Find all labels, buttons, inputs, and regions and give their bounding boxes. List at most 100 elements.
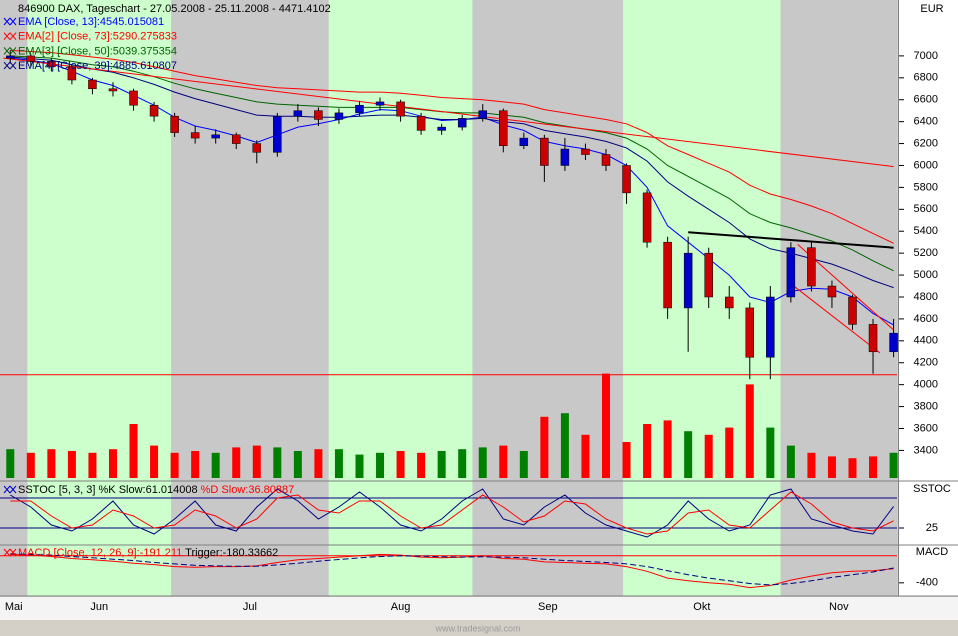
- candle-body: [622, 165, 631, 194]
- y-tick-label: 25: [926, 522, 938, 534]
- y-tick-label: 3800: [914, 400, 938, 412]
- volume-bar: [273, 447, 282, 478]
- volume-bar: [170, 452, 179, 478]
- x-tick-label: Jun: [90, 601, 108, 613]
- candle-body: [889, 332, 898, 353]
- candle-body: [519, 137, 529, 147]
- y-tick-label: 4600: [914, 313, 938, 325]
- candle-body: [786, 247, 796, 298]
- candle-body: [478, 110, 487, 119]
- legend-entry: Trigger:-180.33662: [185, 547, 278, 559]
- candle-body: [314, 110, 323, 120]
- candle-body: [47, 61, 56, 68]
- volume-bar: [889, 452, 898, 478]
- x-tick-label: Mai: [5, 601, 23, 613]
- candle-body: [642, 192, 652, 243]
- volume-bar: [355, 454, 364, 478]
- volume-bar: [334, 449, 343, 478]
- trend-line: [790, 283, 881, 354]
- month-band: [472, 0, 624, 596]
- candle-body: [26, 55, 36, 62]
- value-axis-area: [899, 0, 958, 596]
- currency-label: EUR: [920, 3, 943, 15]
- volume-bar: [704, 434, 713, 478]
- y-tick-label: -400: [916, 577, 938, 589]
- volume-bar: [684, 431, 693, 478]
- month-band: [623, 0, 781, 596]
- candle-body: [273, 115, 282, 153]
- y-tick-label: 4400: [914, 335, 938, 347]
- legend-entry: MACD [Close, 12, 26, 9]:-191.211: [18, 547, 182, 559]
- month-band: [0, 0, 28, 596]
- y-tick-label: 3400: [914, 444, 938, 456]
- volume-bar: [376, 452, 385, 478]
- legend-icon: [3, 47, 17, 55]
- legend-icon: [3, 32, 17, 41]
- x-tick-label: Okt: [693, 601, 710, 613]
- volume-bar: [293, 451, 302, 478]
- legend-entry: %D Slow:36.80887: [201, 484, 295, 496]
- volume-bar: [26, 452, 35, 478]
- legend-entry: EMA [Close, 13]:4545.015081: [18, 16, 164, 28]
- candle-body: [683, 252, 693, 309]
- indicator-line: [10, 488, 895, 538]
- candle-body: [724, 296, 734, 309]
- candle-body: [827, 285, 837, 298]
- volume-bar: [232, 447, 241, 478]
- volume-bar: [643, 424, 652, 478]
- y-tick-label: 7000: [914, 50, 938, 62]
- candle-body: [416, 115, 426, 131]
- candle-body: [766, 296, 775, 358]
- volume-bar: [869, 456, 878, 478]
- ema-line: [10, 49, 894, 244]
- candle-body: [868, 324, 878, 353]
- candle-body: [375, 101, 385, 106]
- x-tick-label: Aug: [391, 601, 411, 613]
- candle-body: [663, 241, 672, 309]
- legend-icon: [3, 17, 17, 26]
- volume-bar: [417, 452, 426, 478]
- candle-body: [88, 79, 97, 90]
- chart-title: 846900 DAX, Tageschart - 27.05.2008 - 25…: [18, 3, 331, 15]
- y-tick-label: 5600: [914, 203, 938, 215]
- candle-body: [190, 132, 200, 139]
- x-tick-label: Nov: [829, 601, 849, 613]
- candle-body: [807, 247, 816, 287]
- candle-body: [704, 252, 713, 298]
- volume-bar: [848, 458, 857, 478]
- y-tick-label: 5800: [914, 181, 938, 193]
- candle-body: [252, 143, 262, 153]
- y-tick-label: 6800: [914, 72, 938, 84]
- legend-icon: [3, 61, 17, 70]
- volume-bar: [499, 445, 508, 478]
- y-tick-label: 6000: [914, 159, 938, 171]
- y-tick-label: 6400: [914, 116, 938, 128]
- legend-entry: EMA[3] [Close, 50]:5039.375354: [18, 45, 177, 57]
- volume-bar: [191, 451, 200, 478]
- legend-entry: %K Slow:61.014008: [99, 484, 198, 496]
- legend: EMA [Close, 13]:4545.015081 EMA[2] [Close…: [3, 16, 177, 72]
- volume-bar: [396, 451, 405, 478]
- candle-body: [457, 118, 467, 128]
- indicator-legend: SSTOC [5, 3, 3] %K Slow:61.014008 %D Slo…: [18, 484, 294, 496]
- volume-bar: [314, 449, 323, 478]
- candle-body: [6, 55, 15, 59]
- date-axis-area: [0, 597, 958, 620]
- volume-bar: [88, 452, 97, 478]
- volume-bar: [67, 451, 76, 478]
- volume-bar: [601, 373, 610, 478]
- candle-body: [499, 110, 508, 147]
- volume-bar: [6, 449, 15, 478]
- indicator-title: SSTOC [5, 3, 3]: [18, 484, 95, 496]
- volume-bar: [519, 451, 528, 478]
- candle-body: [129, 90, 138, 106]
- trend-line: [688, 231, 894, 249]
- volume-bar: [540, 416, 549, 478]
- candle-body: [745, 307, 755, 358]
- candle-body: [540, 137, 549, 166]
- plots: [0, 49, 898, 589]
- legend-entry: EMA[4] [Close, 39]:4885.610807: [18, 60, 177, 72]
- volume-bar: [622, 442, 631, 478]
- month-band: [27, 0, 172, 596]
